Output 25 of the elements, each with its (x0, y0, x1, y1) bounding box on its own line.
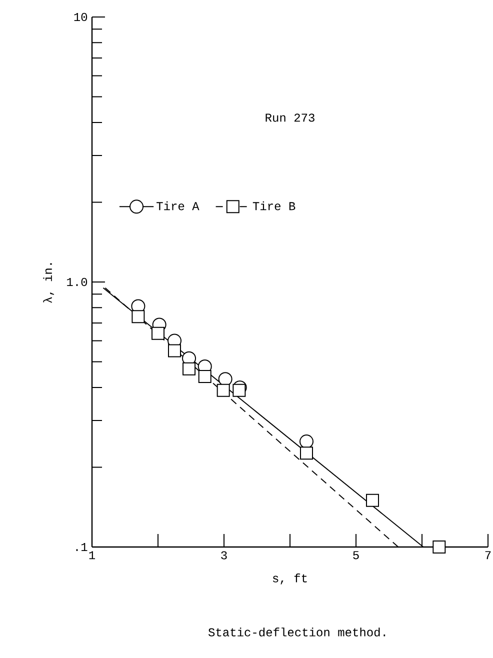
point (218, 372, 232, 386)
y-tick-label: 1.0 (67, 278, 88, 286)
point (366, 494, 379, 507)
annotation: Run 273 (266, 114, 314, 122)
point (132, 310, 145, 324)
legend-label: Tire A (156, 201, 200, 210)
point (182, 362, 196, 376)
x-tick-label: 5 (353, 551, 359, 560)
y-axis-title: λ, in. (43, 263, 54, 303)
point (168, 344, 181, 358)
point (300, 446, 313, 460)
y-tick-label: .1 (76, 543, 88, 551)
point (152, 326, 164, 340)
x-axis-title: s, ft (272, 574, 307, 584)
x-tick-label: 7 (485, 551, 491, 560)
legend-label: Tire B (252, 201, 296, 210)
x-tick-label: 3 (221, 551, 227, 560)
point (198, 370, 212, 383)
point (232, 384, 246, 397)
x-tick-label: 1 (89, 551, 96, 560)
point (300, 434, 314, 449)
y-tick-label: 10 (74, 12, 88, 22)
point (216, 384, 230, 397)
point (432, 540, 446, 554)
text: Static-deflection method. (208, 628, 386, 636)
